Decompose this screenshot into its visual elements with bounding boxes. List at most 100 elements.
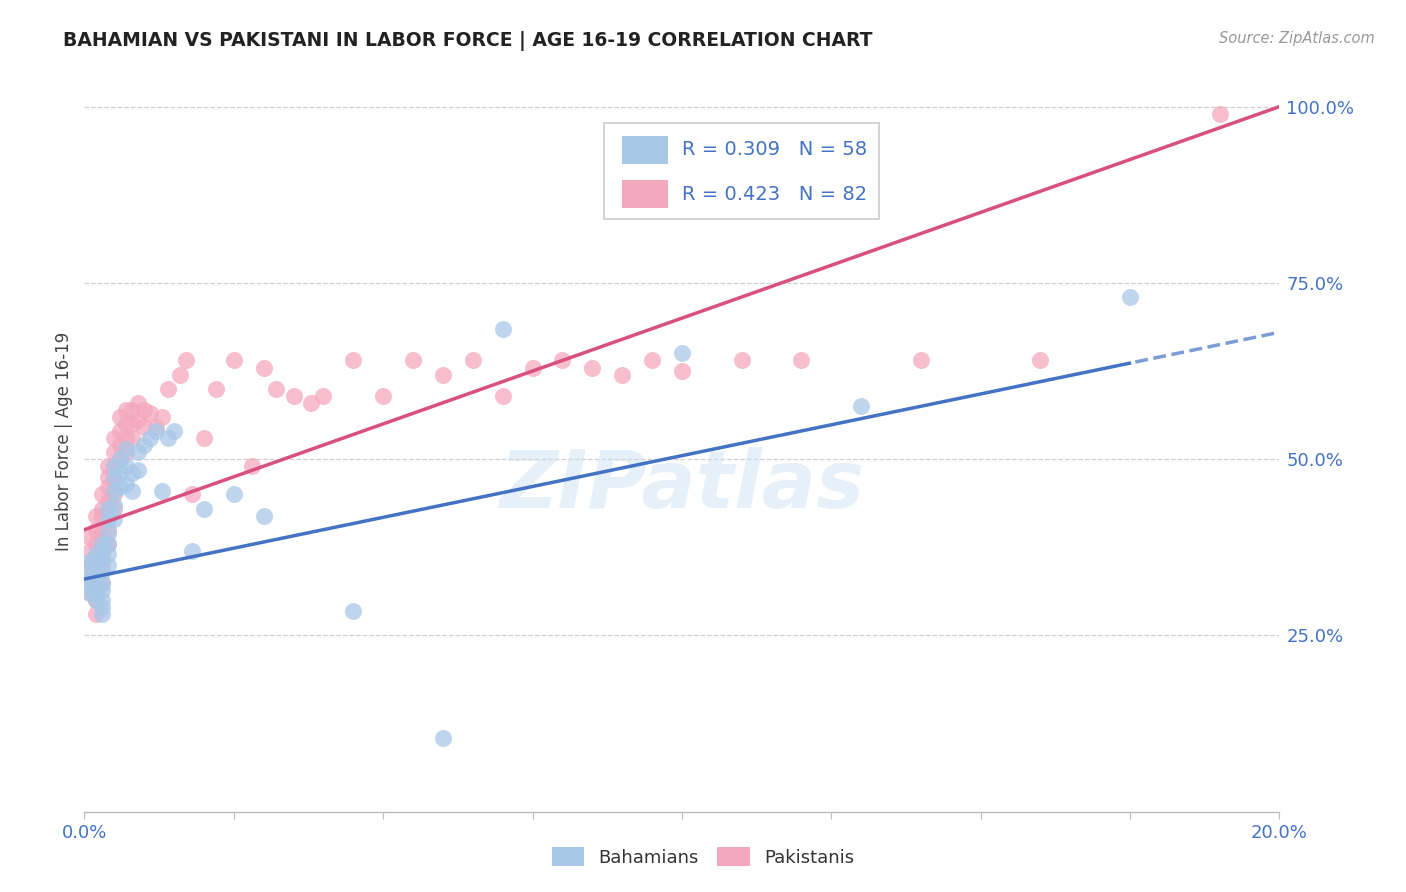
Point: [79, 572, 101, 586]
Point: [110, 452, 132, 467]
Point: [127, 413, 149, 427]
FancyBboxPatch shape: [605, 123, 879, 219]
Point: [103, 459, 125, 474]
Point: [103, 512, 125, 526]
Point: [127, 445, 149, 459]
Point: [86, 579, 108, 593]
FancyBboxPatch shape: [623, 180, 668, 209]
Point: [157, 382, 180, 396]
Point: [86, 508, 108, 523]
Point: [97, 470, 120, 484]
Point: [127, 396, 149, 410]
Point: [851, 399, 873, 413]
Point: [312, 389, 335, 403]
Point: [115, 459, 138, 474]
Point: [121, 417, 143, 431]
Point: [139, 431, 162, 445]
Point: [79, 558, 101, 572]
Point: [97, 494, 120, 508]
Point: [79, 586, 101, 600]
Point: [150, 483, 173, 498]
Point: [97, 558, 120, 572]
Point: [1209, 106, 1232, 120]
Point: [97, 537, 120, 551]
Point: [1029, 353, 1052, 368]
Point: [97, 537, 120, 551]
Text: R = 0.309   N = 58: R = 0.309 N = 58: [682, 140, 868, 160]
Point: [91, 593, 114, 607]
Point: [121, 483, 143, 498]
Text: BAHAMIAN VS PAKISTANI IN LABOR FORCE | AGE 16-19 CORRELATION CHART: BAHAMIAN VS PAKISTANI IN LABOR FORCE | A…: [63, 31, 873, 51]
Point: [193, 431, 215, 445]
Point: [103, 431, 125, 445]
Point: [86, 547, 108, 561]
Point: [110, 409, 132, 424]
Point: [641, 353, 664, 368]
Text: ZIPatlas: ZIPatlas: [499, 447, 865, 525]
Point: [671, 346, 693, 360]
Point: [91, 501, 114, 516]
Point: [169, 368, 191, 382]
Point: [731, 353, 754, 368]
Point: [181, 487, 204, 501]
Point: [86, 561, 108, 575]
Point: [492, 322, 515, 336]
Point: [103, 483, 125, 498]
Point: [342, 353, 364, 368]
Point: [103, 445, 125, 459]
Point: [91, 537, 114, 551]
Point: [145, 420, 167, 434]
Point: [103, 487, 125, 501]
Point: [522, 360, 544, 375]
Point: [86, 550, 108, 565]
Point: [174, 353, 197, 368]
Point: [1119, 290, 1142, 304]
Point: [157, 431, 180, 445]
Point: [253, 508, 276, 523]
Point: [79, 530, 101, 544]
Point: [91, 561, 114, 575]
Point: [91, 565, 114, 579]
Point: [222, 353, 245, 368]
Point: [551, 353, 574, 368]
Point: [79, 572, 101, 586]
Point: [91, 607, 114, 622]
Point: [79, 554, 101, 568]
Point: [91, 600, 114, 615]
Point: [79, 561, 101, 575]
Point: [79, 586, 101, 600]
Point: [145, 424, 167, 438]
Point: [97, 508, 120, 523]
Point: [97, 523, 120, 537]
Point: [121, 431, 143, 445]
Point: [79, 544, 101, 558]
Point: [103, 459, 125, 474]
Point: [97, 501, 120, 516]
Point: [86, 537, 108, 551]
Point: [790, 353, 813, 368]
Point: [91, 575, 114, 590]
Point: [110, 480, 132, 494]
Point: [205, 382, 228, 396]
Point: [110, 452, 132, 467]
Point: [132, 420, 156, 434]
Point: [86, 593, 108, 607]
Point: [91, 582, 114, 597]
Text: Source: ZipAtlas.com: Source: ZipAtlas.com: [1219, 31, 1375, 46]
Point: [91, 547, 114, 561]
Legend: Bahamians, Pakistanis: Bahamians, Pakistanis: [544, 840, 862, 874]
Point: [86, 523, 108, 537]
Point: [432, 368, 454, 382]
Point: [115, 417, 138, 431]
Point: [373, 389, 395, 403]
Point: [264, 382, 287, 396]
Text: R = 0.423   N = 82: R = 0.423 N = 82: [682, 185, 868, 203]
Point: [91, 523, 114, 537]
Point: [91, 544, 114, 558]
Point: [86, 593, 108, 607]
Point: [910, 353, 932, 368]
Point: [132, 402, 156, 417]
Point: [461, 353, 484, 368]
Point: [301, 396, 323, 410]
Point: [163, 424, 186, 438]
